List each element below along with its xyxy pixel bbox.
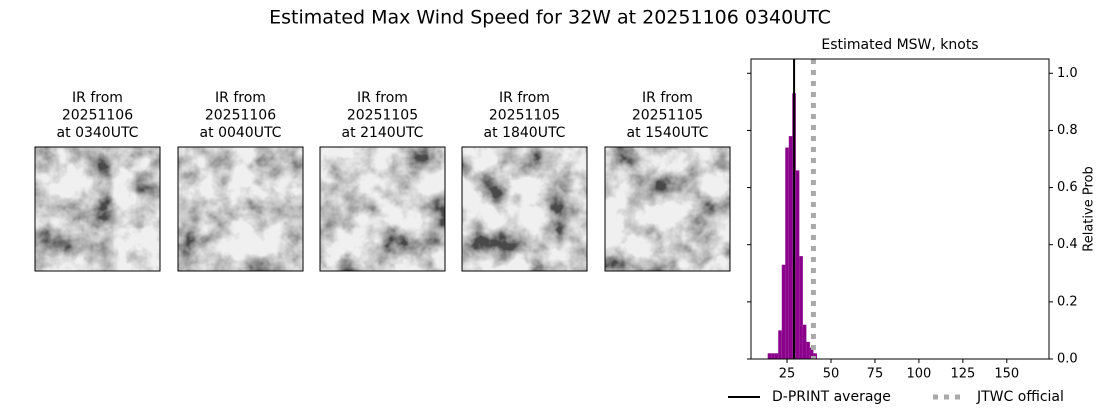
- legend-label: JTWC official: [976, 389, 1064, 405]
- panel-label: 20251105: [489, 108, 560, 124]
- histogram-bar: [778, 330, 782, 359]
- x-tick-label: 150: [994, 367, 1019, 382]
- ir-image-frame: [177, 146, 304, 272]
- panel-label: IR from: [499, 90, 550, 106]
- figure-title: Estimated Max Wind Speed for 32W at 2025…: [269, 7, 831, 29]
- panel-label: 20251106: [205, 108, 276, 124]
- ir-image-frame: [34, 146, 161, 272]
- histogram-bar: [795, 170, 800, 359]
- panel-label: 20251106: [62, 108, 133, 124]
- panel-label: IR from: [642, 90, 693, 106]
- panel-label: IR from: [72, 90, 123, 106]
- panel-label: at 0340UTC: [57, 125, 139, 141]
- ir-image-fill: [35, 147, 160, 271]
- x-tick-label: 125: [950, 367, 975, 382]
- panel-label: at 0040UTC: [200, 125, 282, 141]
- y-tick-label: 0.6: [1057, 180, 1078, 195]
- ir-image-fill: [320, 147, 445, 271]
- y-tick-label: 1.0: [1057, 66, 1078, 81]
- x-tick-label: 100: [906, 367, 931, 382]
- y-tick-label: 0.4: [1057, 237, 1078, 252]
- ir-image-frame: [319, 146, 446, 272]
- ir-image-frame: [604, 146, 731, 272]
- ir-image-frame: [461, 146, 588, 272]
- panel-label: at 2140UTC: [342, 125, 424, 141]
- panel-label: IR from: [357, 90, 408, 106]
- ir-image: [319, 146, 446, 272]
- histogram-bar: [802, 324, 807, 359]
- y-tick-label: 0.8: [1057, 123, 1078, 138]
- y-axis-label: Relative Prob: [1082, 166, 1097, 251]
- x-tick-label: 50: [823, 367, 840, 382]
- ir-image: [461, 146, 588, 272]
- histogram-bar: [767, 353, 772, 359]
- ir-image-fill: [178, 147, 303, 271]
- ir-image: [177, 146, 304, 272]
- panel-label: 20251105: [632, 108, 703, 124]
- ir-image-fill: [462, 147, 587, 271]
- ir-image-fill: [605, 147, 730, 271]
- panel-label: at 1840UTC: [484, 125, 566, 141]
- plot-frame: [750, 58, 1050, 360]
- legend-label: D-PRINT average: [772, 389, 891, 405]
- x-tick-label: 25: [779, 367, 796, 382]
- histogram-bar: [774, 353, 779, 359]
- panel-label: at 1540UTC: [627, 125, 709, 141]
- histogram-bar: [781, 264, 786, 359]
- panel-label: 20251105: [347, 108, 418, 124]
- ir-image: [34, 146, 161, 272]
- histogram-bar: [771, 353, 775, 359]
- histogram-bar: [809, 347, 814, 359]
- chart: Estimated MSW, knots D-PRINT average JTWC …: [728, 37, 1097, 405]
- x-tick-label: 75: [867, 367, 884, 382]
- y-tick-label: 0.0: [1057, 352, 1078, 367]
- histogram-bar: [785, 147, 789, 359]
- histogram-bar: [806, 341, 810, 359]
- ir-image: [604, 146, 731, 272]
- panel-label: IR from: [215, 90, 266, 106]
- chart-title: Estimated MSW, knots: [821, 37, 978, 53]
- y-tick-label: 0.2: [1057, 294, 1078, 309]
- histogram-bar: [799, 256, 803, 359]
- histogram-bar: [788, 136, 793, 359]
